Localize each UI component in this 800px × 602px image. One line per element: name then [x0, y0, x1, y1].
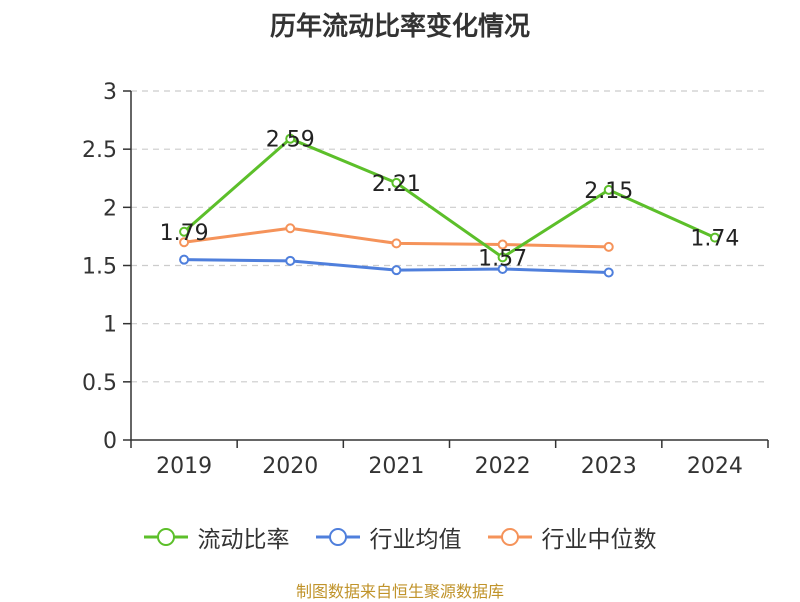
data-point: [497, 239, 508, 250]
legend-label-industry-median: 行业中位数: [541, 527, 657, 553]
source-note: 制图数据来自恒生聚源数据库: [295, 582, 504, 601]
legend-marker-industry-median: [487, 528, 532, 546]
legend-item-industry-mean[interactable]: 行业均值: [315, 520, 462, 554]
legend-marker-current-ratio: [143, 528, 188, 546]
legend-item-industry-median[interactable]: 行业中位数: [487, 520, 657, 554]
grid-lines: [131, 90, 768, 383]
data-label: 2.59: [266, 128, 315, 153]
y-tick-label: 3: [103, 80, 117, 105]
y-tick-label: 0: [103, 429, 117, 454]
data-label: 2.15: [584, 179, 633, 204]
data-point: [179, 237, 190, 248]
data-label: 1.74: [690, 227, 739, 252]
x-tick-label: 2024: [687, 454, 743, 479]
data-point: [709, 232, 720, 243]
x-tick-label: 2022: [475, 454, 531, 479]
data-point: [391, 177, 402, 188]
chart-title: 历年流动比率变化情况: [269, 12, 530, 42]
data-point: [603, 267, 614, 278]
x-tick-label: 2021: [368, 454, 424, 479]
data-point: [391, 238, 402, 249]
legend-marker-industry-mean: [315, 528, 360, 546]
data-point: [285, 255, 296, 266]
data-point: [179, 254, 190, 265]
y-tick-label: 1: [103, 313, 117, 338]
data-point: [603, 184, 614, 195]
data-point: [497, 263, 508, 274]
x-tick-label: 2020: [262, 454, 318, 479]
data-point: [391, 265, 402, 276]
x-tick-label: 2019: [156, 454, 212, 479]
y-tick-label: 1.5: [82, 255, 117, 280]
axes: 0 0.5 1 1.5 2 2.5 3 2019 2020 2021 2022 2023 2024: [82, 80, 769, 479]
data-point: [497, 252, 508, 263]
data-labels: 1.79 2.59 2.21 1.57 2.15 1.74: [160, 128, 740, 272]
legend-label-current-ratio: 流动比率: [197, 527, 290, 553]
x-tick-label: 2023: [581, 454, 637, 479]
data-label: 2.21: [372, 172, 421, 197]
legend-label-industry-mean: 行业均值: [369, 527, 462, 553]
y-tick-label: 2: [103, 196, 117, 221]
data-label: 1.57: [478, 246, 527, 271]
data-point: [285, 133, 296, 144]
legend-item-current-ratio[interactable]: 流动比率: [143, 520, 290, 554]
data-point: [603, 241, 614, 252]
y-tick-label: 2.5: [82, 138, 117, 163]
series-line: [183, 137, 716, 259]
y-tick-label: 0.5: [82, 371, 117, 396]
data-point: [285, 223, 296, 234]
data-point: [179, 226, 190, 237]
data-label: 1.79: [160, 221, 209, 246]
series-group: [179, 133, 720, 278]
legend: 流动比率 行业均值 行业中位数: [0, 520, 800, 554]
